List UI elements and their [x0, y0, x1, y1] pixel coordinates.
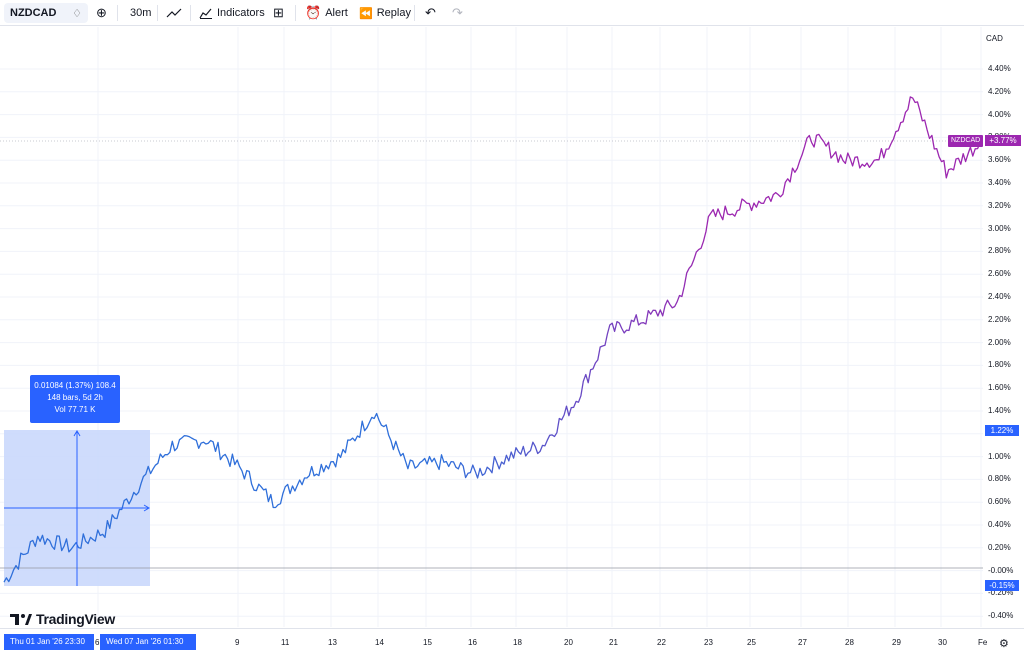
rewind-icon: ⏪: [359, 7, 373, 20]
measure-vertical-arrowhead: [73, 430, 81, 437]
line-chart-icon: [166, 8, 182, 18]
price-axis-label: 0.60%: [988, 497, 1011, 507]
time-axis-label: 9: [235, 638, 240, 647]
price-axis-label: 1.60%: [988, 383, 1011, 393]
price-line: [3, 96, 981, 583]
measure-end-time-tag: Wed 07 Jan '26 01:30: [100, 634, 196, 650]
measure-top-price-tag: 1.22%: [985, 425, 1019, 436]
measure-start-time-tag: Thu 01 Jan '26 23:30: [4, 634, 94, 650]
interval-button[interactable]: 30m: [130, 0, 151, 26]
price-axis-label: 1.80%: [988, 360, 1011, 370]
measure-bars: 148 bars, 5d 2h: [47, 393, 103, 402]
grid: [0, 27, 983, 627]
indicators-label: Indicators: [217, 7, 265, 19]
alert-label: Alert: [325, 7, 348, 19]
interval-label: 30m: [130, 7, 152, 19]
indicators-button[interactable]: Indicators: [199, 0, 265, 26]
undo-icon: ↶: [425, 5, 436, 20]
price-axis-label: 3.40%: [988, 178, 1011, 187]
price-axis-label: 1.00%: [988, 451, 1011, 461]
redo-button[interactable]: ↷: [452, 0, 463, 26]
time-axis-label: 30: [938, 638, 947, 647]
top-toolbar: NZDCAD ♢ ⊕ 30m Indicators ⊞ ⏰ Alert ⏪ Re…: [0, 0, 1024, 26]
time-axis-label: 25: [747, 638, 756, 647]
symbol-name: NZDCAD: [10, 7, 57, 19]
price-axis-label: 4.20%: [988, 86, 1011, 96]
price-axis-label: 4.00%: [988, 109, 1011, 119]
time-axis-label: 14: [375, 638, 384, 647]
price-axis-label: 4.40%: [988, 64, 1011, 73]
current-price-tag: +3.77%: [985, 135, 1021, 146]
redo-icon: ↷: [452, 5, 463, 20]
grid-icon: ⊞: [273, 5, 284, 20]
measure-horizontal-arrowhead: [143, 504, 150, 512]
time-axis-label: 13: [328, 638, 337, 647]
time-axis-label: 11: [281, 638, 290, 647]
measure-bottom-price-tag: -0.15%: [985, 580, 1019, 591]
price-axis-label: 1.40%: [988, 406, 1011, 415]
alarm-clock-icon: ⏰: [305, 5, 322, 20]
indicators-icon: [199, 8, 212, 19]
price-chart[interactable]: [0, 27, 983, 627]
time-axis-label: 28: [845, 638, 854, 647]
price-axis-label: 3.20%: [988, 200, 1011, 210]
price-axis-label: 0.40%: [988, 520, 1011, 529]
settings-icon[interactable]: ⚙: [999, 638, 1009, 650]
symbol-search[interactable]: NZDCAD ♢: [4, 3, 88, 23]
diamond-icon: ♢: [72, 8, 82, 20]
price-axis-label: 2.60%: [988, 269, 1011, 279]
price-axis-label: -0.20%: [988, 588, 1014, 598]
time-axis-label: Fe: [978, 638, 988, 647]
price-axis-label: -0.00%: [988, 565, 1014, 575]
time-axis-label: 20: [564, 638, 573, 647]
price-axis-label: -0.40%: [988, 611, 1014, 621]
time-axis-label: 6: [95, 638, 100, 647]
symbol-price-tag: NZDCAD: [948, 135, 984, 147]
measure-change: 0.01084 (1.37%) 108.4: [34, 381, 116, 390]
time-axis[interactable]: [0, 628, 1024, 656]
brand-name: TradingView: [36, 611, 115, 627]
price-axis-label: 3.00%: [988, 223, 1011, 233]
measure-volume: Vol 77.71 K: [54, 405, 96, 414]
chart-type-button[interactable]: [166, 0, 182, 26]
currency-label[interactable]: CAD: [986, 34, 1003, 43]
replay-label: Replay: [376, 7, 411, 19]
tradingview-logo-icon: [10, 613, 32, 625]
time-axis-label: 15: [423, 638, 432, 647]
measure-tooltip: 0.01084 (1.37%) 108.4 148 bars, 5d 2h Vo…: [30, 375, 120, 423]
time-axis-label: 21: [609, 638, 618, 647]
time-axis-label: 18: [513, 638, 522, 647]
undo-button[interactable]: ↶: [425, 0, 436, 26]
time-axis-label: 29: [892, 638, 901, 647]
time-axis-label: 23: [704, 638, 713, 647]
time-axis-label: 16: [468, 638, 477, 647]
price-axis-label: 2.00%: [988, 337, 1011, 347]
price-axis-label: 0.80%: [988, 474, 1011, 484]
tradingview-logo[interactable]: TradingView: [10, 611, 115, 627]
price-axis-label: 2.20%: [988, 314, 1011, 324]
alert-button[interactable]: ⏰ Alert: [305, 0, 348, 26]
replay-button[interactable]: ⏪ Replay: [359, 0, 411, 26]
price-axis-label: 2.40%: [988, 292, 1011, 301]
time-axis-label: 27: [798, 638, 807, 647]
compare-button[interactable]: ⊕: [96, 0, 107, 26]
price-axis-label: 0.20%: [988, 542, 1011, 552]
time-axis-label: 22: [657, 638, 666, 647]
price-axis-label: 2.80%: [988, 246, 1011, 256]
plus-circle-icon: ⊕: [96, 5, 107, 20]
price-axis-label: 3.60%: [988, 155, 1011, 165]
layouts-button[interactable]: ⊞: [273, 0, 284, 26]
